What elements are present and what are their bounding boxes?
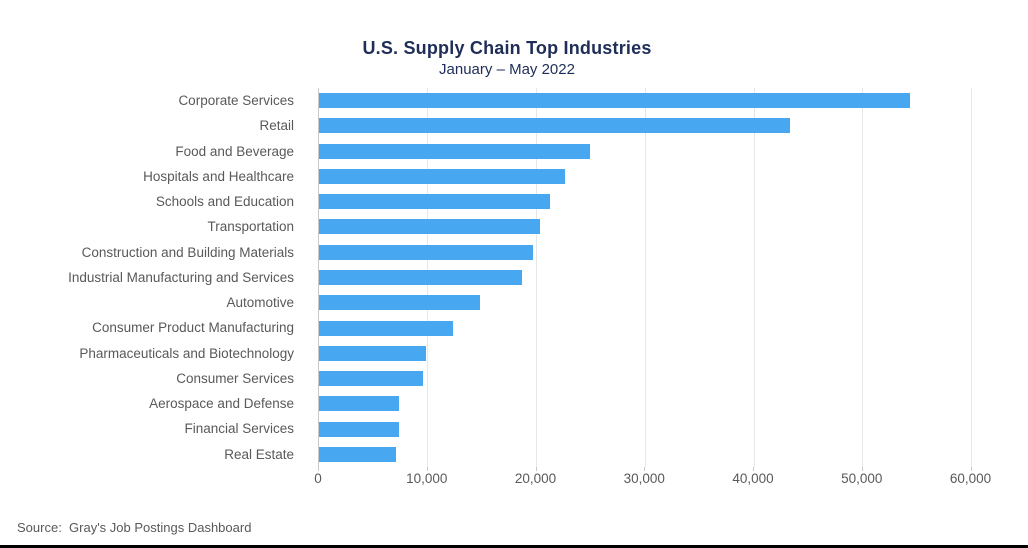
bar-automotive [319, 295, 480, 311]
y-label-corporate-services: Corporate Services [178, 93, 294, 108]
y-label-financial-services: Financial Services [184, 421, 294, 437]
bar-industrial-manufacturing-and-services [319, 270, 523, 285]
x-tick-20000 [535, 467, 537, 471]
bar-corporate-services [319, 93, 910, 109]
gridline-20000 [536, 88, 537, 467]
x-tick-10000 [426, 467, 428, 471]
x-tick-label-0: 0 [314, 471, 322, 486]
y-label-industrial-manufacturing-and-services: Industrial Manufacturing and Services [68, 269, 294, 285]
bar-hospitals-and-healthcare [319, 168, 565, 184]
chart-subtitle: January – May 2022 [439, 61, 575, 78]
y-label-retail: Retail [259, 118, 294, 134]
x-tick-label-20000: 20,000 [514, 471, 557, 486]
bar-financial-services [319, 421, 400, 437]
y-label-pharmaceuticals-and-biotechnology: Pharmaceuticals and Biotechnology [79, 345, 294, 361]
y-label-hospitals-and-healthcare: Hospitals and Healthcare [143, 168, 294, 184]
source-note: Source: Gray's Job Postings Dashboard [17, 520, 252, 535]
bar-aerospace-and-defense [319, 396, 400, 412]
y-label-construction-and-building-materials: Construction and Building Materials [81, 244, 294, 260]
gridline-50000 [862, 88, 864, 467]
x-tick-30000 [644, 467, 646, 471]
x-tick-label-10000: 10,000 [406, 471, 448, 486]
bar-construction-and-building-materials [319, 244, 534, 260]
bar-consumer-product-manufacturing [319, 320, 453, 336]
y-label-schools-and-education: Schools and Education [155, 194, 294, 210]
y-label-aerospace-and-defense: Aerospace and Defense [149, 396, 294, 412]
y-label-consumer-services: Consumer Services [176, 370, 294, 386]
bar-transportation [319, 219, 540, 235]
x-tick-0 [318, 467, 319, 471]
y-label-automotive: Automotive [226, 295, 294, 311]
x-tick-40000 [753, 467, 754, 471]
x-tick-50000 [861, 467, 863, 471]
x-tick-60000 [970, 467, 972, 471]
y-label-transportation: Transportation [207, 219, 294, 235]
bar-pharmaceuticals-and-biotechnology [319, 345, 426, 361]
x-tick-label-40000: 40,000 [732, 471, 774, 486]
y-label-real-estate: Real Estate [224, 446, 294, 462]
gridline-30000 [644, 88, 646, 467]
x-tick-label-30000: 30,000 [623, 471, 665, 486]
x-tick-label-50000: 50,000 [841, 471, 883, 486]
plot-area [318, 88, 996, 467]
bar-real-estate [319, 446, 397, 462]
bar-consumer-services [319, 371, 424, 387]
gridline-60000 [971, 88, 972, 467]
chart-title: U.S. Supply Chain Top Industries [362, 38, 652, 58]
bar-food-and-beverage [319, 143, 590, 159]
bar-retail [319, 118, 790, 134]
bar-schools-and-education [319, 194, 550, 210]
y-axis-labels: Corporate Services Retail Food and Beverag… [0, 88, 302, 467]
gridline-40000 [753, 88, 755, 467]
y-label-food-and-beverage: Food and Beverage [175, 143, 294, 159]
x-tick-label-60000: 60,000 [949, 471, 992, 486]
y-label-consumer-product-manufacturing: Consumer Product Manufacturing [92, 320, 294, 336]
bottom-border-line [0, 545, 1028, 548]
